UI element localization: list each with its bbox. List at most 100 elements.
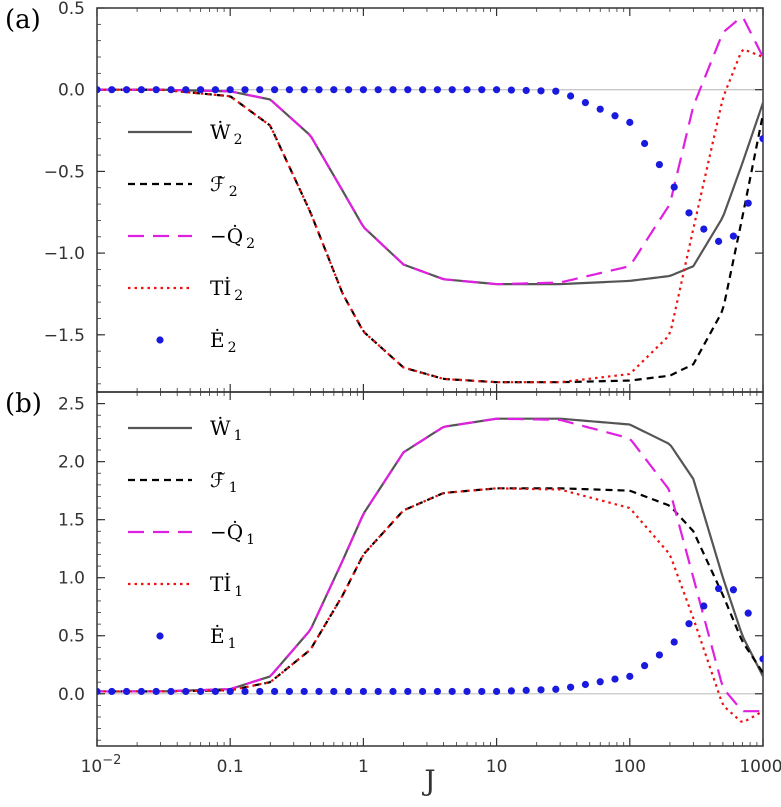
series-line — [97, 417, 763, 693]
data-point — [197, 687, 205, 696]
data-point — [241, 86, 249, 94]
data-point — [655, 161, 664, 169]
data-point — [300, 687, 308, 696]
data-point — [419, 86, 427, 94]
data-point — [448, 86, 456, 94]
data-point — [182, 687, 190, 696]
y-tick-label: 1.5 — [58, 511, 85, 531]
data-point — [670, 183, 678, 191]
data-point — [463, 86, 471, 94]
y-tick-label: 2.0 — [58, 453, 85, 473]
data-point — [419, 687, 427, 696]
data-point — [389, 687, 397, 696]
data-point — [152, 86, 160, 94]
x-tick-label: 10−2 — [81, 753, 122, 777]
y-tick-label: 0.0 — [58, 81, 85, 101]
data-point — [256, 687, 264, 696]
data-point — [655, 651, 664, 659]
data-point — [226, 687, 234, 696]
data-point — [552, 87, 560, 95]
data-point — [729, 586, 738, 594]
data-point — [271, 687, 279, 696]
data-point — [715, 237, 723, 245]
panel-label: (b) — [5, 389, 42, 419]
data-point — [507, 687, 515, 695]
data-point — [759, 655, 763, 663]
series-line — [97, 88, 763, 384]
data-point — [463, 687, 471, 696]
series-line — [97, 48, 763, 384]
series-line — [97, 88, 763, 286]
data-point — [137, 687, 145, 696]
data-point — [108, 687, 116, 696]
data-point — [596, 105, 604, 113]
series-line — [97, 487, 763, 724]
data-point — [433, 86, 441, 94]
series-line — [97, 487, 763, 693]
data-point — [700, 602, 708, 610]
data-point — [729, 232, 738, 240]
x-tick-label: 10 — [486, 757, 508, 777]
data-point — [744, 609, 752, 617]
panel-label: (a) — [5, 5, 41, 35]
data-point — [493, 687, 501, 696]
data-point — [759, 135, 763, 143]
data-point — [315, 687, 323, 696]
data-point — [537, 686, 545, 694]
legend-label: Tİ 2 — [210, 276, 243, 304]
data-point — [715, 584, 723, 593]
data-point — [241, 687, 249, 696]
series-group — [97, 16, 763, 384]
data-point — [330, 687, 338, 696]
series-line — [97, 16, 763, 286]
data-point — [433, 687, 441, 696]
panel-a: 0.5 0.0 −0.5 −1.0 −1.5 (a) Ẇ 2 ℱ̇ 2 −Q̇ 2 Tİ 2 Ė 2 — [5, 0, 764, 393]
data-point — [626, 672, 634, 680]
data-point — [330, 86, 338, 94]
data-point — [404, 687, 412, 696]
data-point — [256, 86, 264, 94]
data-point — [478, 687, 486, 696]
data-point — [271, 86, 279, 94]
data-point — [685, 209, 693, 217]
data-point — [211, 687, 219, 696]
legend: Ẇ 2 ℱ̇ 2 −Q̇ 2 Tİ 2 Ė 2 — [128, 120, 255, 356]
data-point — [285, 86, 293, 94]
legend-label: ℱ̇ 1 — [210, 468, 238, 496]
data-point — [285, 687, 293, 696]
data-point — [581, 98, 590, 107]
data-point — [670, 638, 678, 646]
data-point — [537, 87, 545, 95]
data-point — [611, 112, 619, 120]
data-point — [123, 86, 131, 94]
series-group — [97, 417, 763, 724]
data-point — [626, 118, 634, 126]
y-tick-label: −1.5 — [44, 326, 85, 346]
y-tick-label: 2.5 — [58, 395, 85, 415]
data-point — [507, 86, 515, 94]
data-point — [137, 86, 145, 94]
data-point — [611, 675, 619, 683]
data-point — [197, 86, 205, 94]
data-point — [641, 662, 649, 670]
plot-frame — [96, 7, 764, 393]
legend-label: −Q̇ 2 — [210, 224, 255, 252]
data-point — [493, 86, 501, 94]
x-axis-title: J — [421, 764, 435, 797]
data-point — [478, 86, 486, 94]
data-point — [123, 687, 131, 696]
legend-label: ℱ̇ 2 — [210, 172, 238, 200]
y-tick-label: 0.5 — [58, 627, 85, 647]
data-point — [522, 686, 530, 694]
legend-label: Tİ 1 — [210, 572, 243, 600]
data-point — [315, 86, 323, 94]
data-point — [552, 685, 560, 693]
x-tick-label: 1 — [358, 757, 369, 777]
legend: Ẇ 1 ℱ̇ 1 −Q̇ 1 Tİ 1 Ė 1 — [128, 416, 255, 652]
x-axis: 10−2 0.1 1 10 100 1000 — [81, 753, 781, 777]
data-point — [345, 687, 353, 696]
data-point — [700, 225, 708, 233]
data-point — [345, 86, 353, 94]
